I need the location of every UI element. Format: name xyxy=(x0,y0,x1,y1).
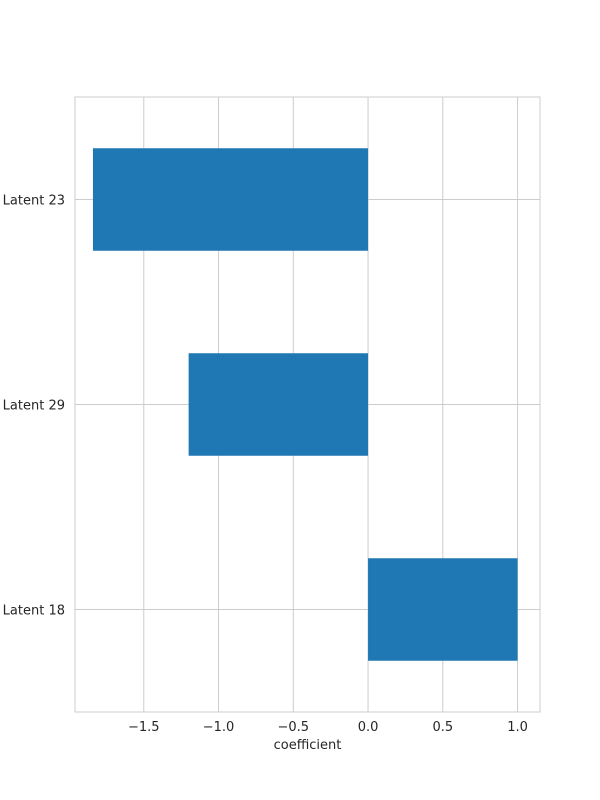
plot-frame xyxy=(74,96,541,713)
bars xyxy=(92,148,518,661)
y-tick-label: Latent 29 xyxy=(3,399,65,414)
bar-latent-29 xyxy=(188,353,369,456)
x-tick-label: −1.0 xyxy=(203,720,235,735)
x-tick-label: −1.5 xyxy=(128,720,160,735)
y-tick-label: Latent 18 xyxy=(3,604,65,619)
x-tick-label: 0.5 xyxy=(432,720,453,735)
x-tick-label: 0.0 xyxy=(358,720,379,735)
bar-latent-23 xyxy=(92,148,369,251)
y-tick-label: Latent 23 xyxy=(3,194,65,209)
bar-latent-18 xyxy=(368,558,518,661)
x-tick-labels: −1.5 −1.0 −0.5 0.0 0.5 1.0 xyxy=(128,720,528,735)
y-tick-labels: Latent 18 Latent 29 Latent 23 xyxy=(3,194,65,619)
x-axis-title: coefficient xyxy=(274,738,342,753)
x-tick-label: 1.0 xyxy=(507,720,528,735)
x-tick-label: −0.5 xyxy=(278,720,310,735)
